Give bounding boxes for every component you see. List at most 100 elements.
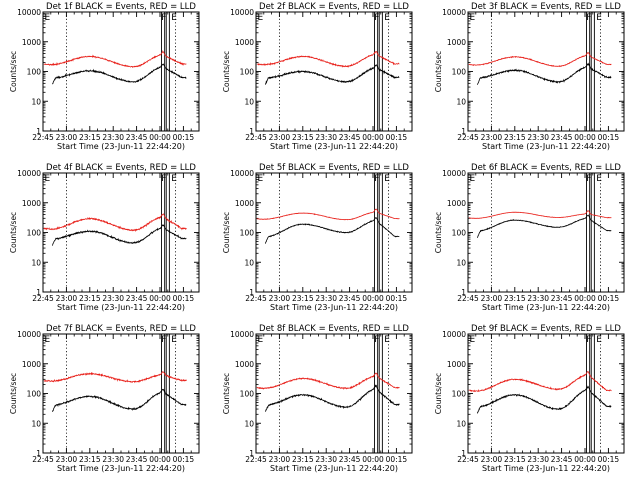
x-tick-label: 22:45 [457, 455, 479, 464]
y-tick-label: 100 [240, 229, 255, 238]
y-tick-label: 10 [31, 419, 41, 428]
x-tick-label: 23:45 [339, 133, 361, 142]
x-tick-label: 23:30 [102, 133, 124, 142]
chart-title: Det 9f BLACK = Events, RED = LLD [471, 324, 621, 334]
y-tick-label: 10000 [230, 330, 254, 339]
y-tick-label: 1000 [235, 360, 254, 369]
y-tick-label: 10 [456, 97, 466, 106]
x-tick-label: 00:00 [574, 294, 596, 303]
lld-series-line [43, 213, 187, 233]
y-tick-label: 1000 [235, 199, 254, 208]
lld-series-line [468, 210, 612, 219]
y-tick-label: 1000 [22, 360, 41, 369]
y-axis-label: Counts/sec [222, 373, 231, 414]
corner-label-e: E [470, 335, 476, 345]
chart-panel: Det 6f BLACK = Events, RED = LLD 1 10 100 10… [434, 163, 625, 312]
x-tick-label: 23:30 [315, 455, 337, 464]
x-tick-label: 22:45 [245, 455, 267, 464]
y-tick-label: 1 [36, 288, 41, 297]
events-series-line [52, 388, 187, 413]
y-axis-label: Counts/sec [434, 51, 443, 92]
marker-label-f: F [161, 335, 166, 345]
chart-panel: Det 1f BLACK = Events, RED = LLD 1 10 100 10… [9, 2, 200, 151]
corner-label-e: E [470, 13, 476, 23]
corner-label-e: E [45, 335, 51, 345]
x-axis-label: Start Time (23-Jun-11 22:44:20) [57, 464, 185, 473]
x-tick-label: 00:00 [362, 455, 384, 464]
x-tick-label: 00:15 [173, 294, 195, 303]
chart-title: Det 8f BLACK = Events, RED = LLD [259, 324, 409, 334]
x-axis-label: Start Time (23-Jun-11 22:44:20) [482, 142, 610, 151]
y-tick-label: 1 [249, 288, 254, 297]
x-tick-label: 22:45 [245, 294, 267, 303]
chart-title: Det 1f BLACK = Events, RED = LLD [46, 2, 196, 12]
y-tick-label: 1 [461, 288, 466, 297]
x-tick-label: 23:30 [102, 294, 124, 303]
x-tick-label: 23:00 [56, 455, 78, 464]
x-tick-label: 23:30 [315, 294, 337, 303]
y-tick-label: 10 [244, 258, 254, 267]
y-tick-label: 10000 [17, 169, 41, 178]
x-tick-label: 00:00 [149, 133, 171, 142]
y-tick-label: 100 [452, 68, 467, 77]
events-series-line [52, 224, 187, 246]
y-tick-label: 100 [240, 68, 255, 77]
x-tick-label: 23:15 [504, 294, 526, 303]
y-axis-label: Counts/sec [9, 373, 18, 414]
x-tick-label: 00:15 [386, 294, 408, 303]
x-tick-label: 23:15 [79, 133, 101, 142]
x-tick-label: 23:30 [527, 294, 549, 303]
x-tick-label: 23:00 [269, 294, 291, 303]
chart-panel: Det 5f BLACK = Events, RED = LLD 1 10 100 10… [222, 163, 413, 312]
corner-label-e: E [258, 174, 264, 184]
x-tick-label: 22:45 [457, 133, 479, 142]
y-tick-label: 1000 [22, 38, 41, 47]
marker-label-e: E [171, 335, 177, 345]
marker-label-e: E [384, 174, 390, 184]
y-tick-label: 10 [244, 419, 254, 428]
x-tick-label: 23:00 [56, 294, 78, 303]
y-tick-label: 10000 [442, 169, 466, 178]
y-axis-label: Counts/sec [9, 212, 18, 253]
lld-series-line [43, 50, 187, 69]
marker-label-f: F [374, 13, 379, 23]
y-tick-label: 10 [456, 258, 466, 267]
x-axis-label: Start Time (23-Jun-11 22:44:20) [270, 142, 398, 151]
y-tick-label: 1 [249, 127, 254, 136]
x-tick-label: 23:00 [481, 133, 503, 142]
x-tick-label: 23:15 [504, 455, 526, 464]
x-tick-label: 00:15 [598, 455, 620, 464]
y-tick-label: 10000 [442, 330, 466, 339]
x-tick-label: 23:45 [126, 455, 148, 464]
corner-label-e: E [45, 174, 51, 184]
x-tick-label: 00:00 [149, 294, 171, 303]
x-tick-label: 00:15 [598, 294, 620, 303]
y-tick-label: 100 [27, 390, 42, 399]
x-tick-label: 23:15 [79, 294, 101, 303]
x-tick-label: 00:15 [173, 455, 195, 464]
marker-label-f: F [374, 335, 379, 345]
corner-label-e: E [258, 13, 264, 23]
x-tick-label: 22:45 [32, 455, 54, 464]
events-series-line [52, 63, 187, 85]
corner-label-e: E [470, 174, 476, 184]
y-tick-label: 10000 [17, 8, 41, 17]
corner-label-e: E [258, 335, 264, 345]
marker-label-e: E [171, 174, 177, 184]
x-tick-label: 23:45 [126, 294, 148, 303]
x-axis-label: Start Time (23-Jun-11 22:44:20) [482, 464, 610, 473]
marker-label-f: F [586, 174, 591, 184]
chart-title: Det 3f BLACK = Events, RED = LLD [471, 2, 621, 12]
y-tick-label: 100 [27, 229, 42, 238]
lld-series-line [256, 372, 400, 390]
y-tick-label: 1 [36, 449, 41, 458]
y-tick-label: 10000 [442, 8, 466, 17]
chart-title: Det 5f BLACK = Events, RED = LLD [259, 163, 409, 173]
y-tick-label: 1 [249, 449, 254, 458]
x-tick-label: 23:45 [551, 455, 573, 464]
x-tick-label: 23:15 [292, 133, 314, 142]
x-tick-label: 22:45 [245, 133, 267, 142]
x-tick-label: 23:15 [292, 294, 314, 303]
y-tick-label: 1000 [447, 38, 466, 47]
